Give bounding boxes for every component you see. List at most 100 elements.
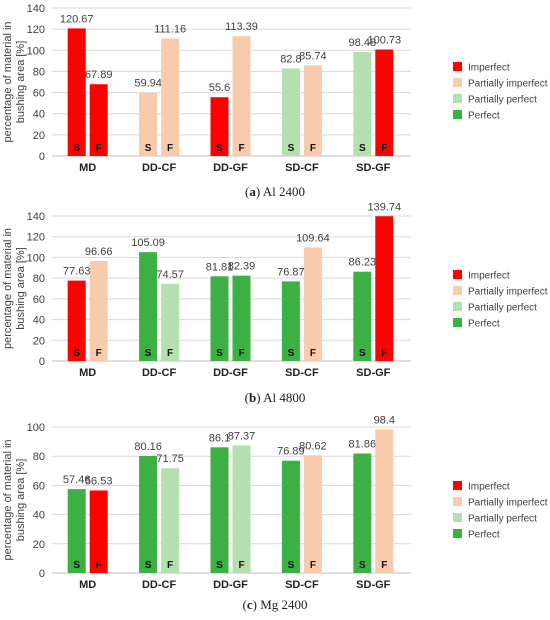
legend-label: Partially imperfect (468, 287, 548, 298)
y-tick-label: 120 (27, 232, 45, 244)
legend-label: Imperfect (468, 63, 510, 74)
y-tick-label: 40 (33, 315, 45, 327)
bar (232, 275, 251, 361)
category-label: DD-CF (142, 367, 176, 379)
data-label: 76.89 (277, 446, 305, 458)
bar-label: F (310, 560, 316, 571)
bar-label: F (238, 143, 244, 154)
bar-label: F (381, 560, 387, 571)
bar (139, 455, 158, 573)
bar-label: F (238, 348, 244, 359)
data-label: 113.39 (225, 21, 258, 33)
y-tick-label: 80 (33, 66, 45, 78)
data-label: 111.16 (154, 23, 186, 35)
data-label: 74.57 (156, 269, 184, 281)
y-tick-label: 80 (33, 451, 45, 463)
data-label: 98.48 (349, 37, 377, 49)
bar-label: S (73, 143, 80, 154)
bar-label: S (216, 143, 223, 154)
category-label: DD-CF (142, 579, 176, 591)
category-label: SD-CF (285, 367, 319, 379)
category-label: SD-CF (285, 162, 319, 174)
y-axis-label-line: bushing area [%] (15, 247, 27, 330)
bar (67, 489, 86, 573)
legend-label: Partially perfect (468, 95, 537, 106)
caption-c-letter: c (246, 597, 253, 612)
bar (281, 68, 300, 156)
bar (375, 216, 394, 361)
legend-swatch (453, 62, 462, 71)
bar-label: F (310, 348, 316, 359)
caption-a: (a) Al 2400 (0, 184, 550, 200)
bar (232, 445, 251, 573)
bar (89, 84, 108, 156)
bar (161, 283, 180, 361)
y-tick-label: 0 (39, 356, 45, 368)
bar (375, 429, 394, 573)
bar-label: F (96, 143, 102, 154)
category-label: DD-GF (213, 367, 248, 379)
bar (67, 280, 86, 361)
category-label: SD-GF (356, 162, 391, 174)
data-label: 56.53 (85, 475, 113, 487)
y-tick-label: 100 (27, 422, 45, 434)
bar-label: F (381, 143, 387, 154)
y-tick-label: 40 (33, 510, 45, 522)
data-label: 82.8 (280, 53, 301, 65)
y-axis-label-line: bushing area [%] (15, 41, 27, 124)
data-label: 86.1 (209, 432, 230, 444)
data-label: 59.94 (134, 78, 162, 90)
data-label: 86.23 (349, 257, 377, 269)
bar-label: F (238, 560, 244, 571)
bar (303, 455, 322, 573)
data-label: 120.67 (60, 13, 94, 25)
y-tick-label: 60 (33, 294, 45, 306)
bar (161, 468, 180, 573)
y-tick-label: 60 (33, 88, 45, 100)
data-label: 71.75 (156, 453, 184, 465)
bar (210, 97, 229, 156)
y-tick-label: 0 (39, 151, 45, 163)
y-axis-label-line: percentage of material in (2, 21, 14, 142)
y-tick-label: 20 (33, 335, 45, 347)
data-label: 67.89 (85, 69, 113, 81)
caption-c-prefix: ( (242, 597, 247, 612)
bar-label: S (73, 348, 80, 359)
legend-label: Imperfect (468, 271, 510, 282)
bar-label: F (96, 348, 102, 359)
data-label: 76.87 (277, 266, 305, 278)
data-label: 55.6 (209, 82, 230, 94)
data-label: 81.86 (349, 438, 377, 450)
bar-label: S (73, 560, 80, 571)
caption-c-text: ) Mg 2400 (252, 597, 308, 612)
category-label: DD-GF (213, 579, 248, 591)
legend-swatch (453, 497, 462, 506)
bar (139, 92, 158, 156)
y-tick-label: 80 (33, 273, 45, 285)
bar-label: F (381, 348, 387, 359)
data-label: 109.64 (296, 232, 330, 244)
category-label: DD-CF (142, 162, 176, 174)
y-axis-label-line: percentage of material in (2, 228, 14, 349)
bar (303, 65, 322, 156)
y-tick-label: 60 (33, 480, 45, 492)
bar-label: S (216, 560, 223, 571)
data-label: 96.66 (85, 246, 113, 258)
data-label: 82.39 (228, 261, 256, 273)
data-label: 57.46 (63, 474, 91, 486)
bar (232, 36, 251, 157)
caption-a-prefix: ( (245, 184, 250, 199)
bar-label: F (167, 348, 173, 359)
data-label: 87.37 (228, 430, 256, 442)
legend-swatch (453, 318, 462, 327)
data-label: 80.16 (134, 441, 162, 453)
y-tick-label: 20 (33, 130, 45, 142)
data-label: 85.74 (299, 50, 327, 62)
data-label: 139.74 (367, 201, 401, 213)
y-axis-label-line: percentage of material in (2, 439, 14, 560)
bar (281, 281, 300, 361)
legend-swatch (453, 94, 462, 103)
data-label: 81.81 (206, 261, 234, 273)
bar-label: F (310, 143, 316, 154)
